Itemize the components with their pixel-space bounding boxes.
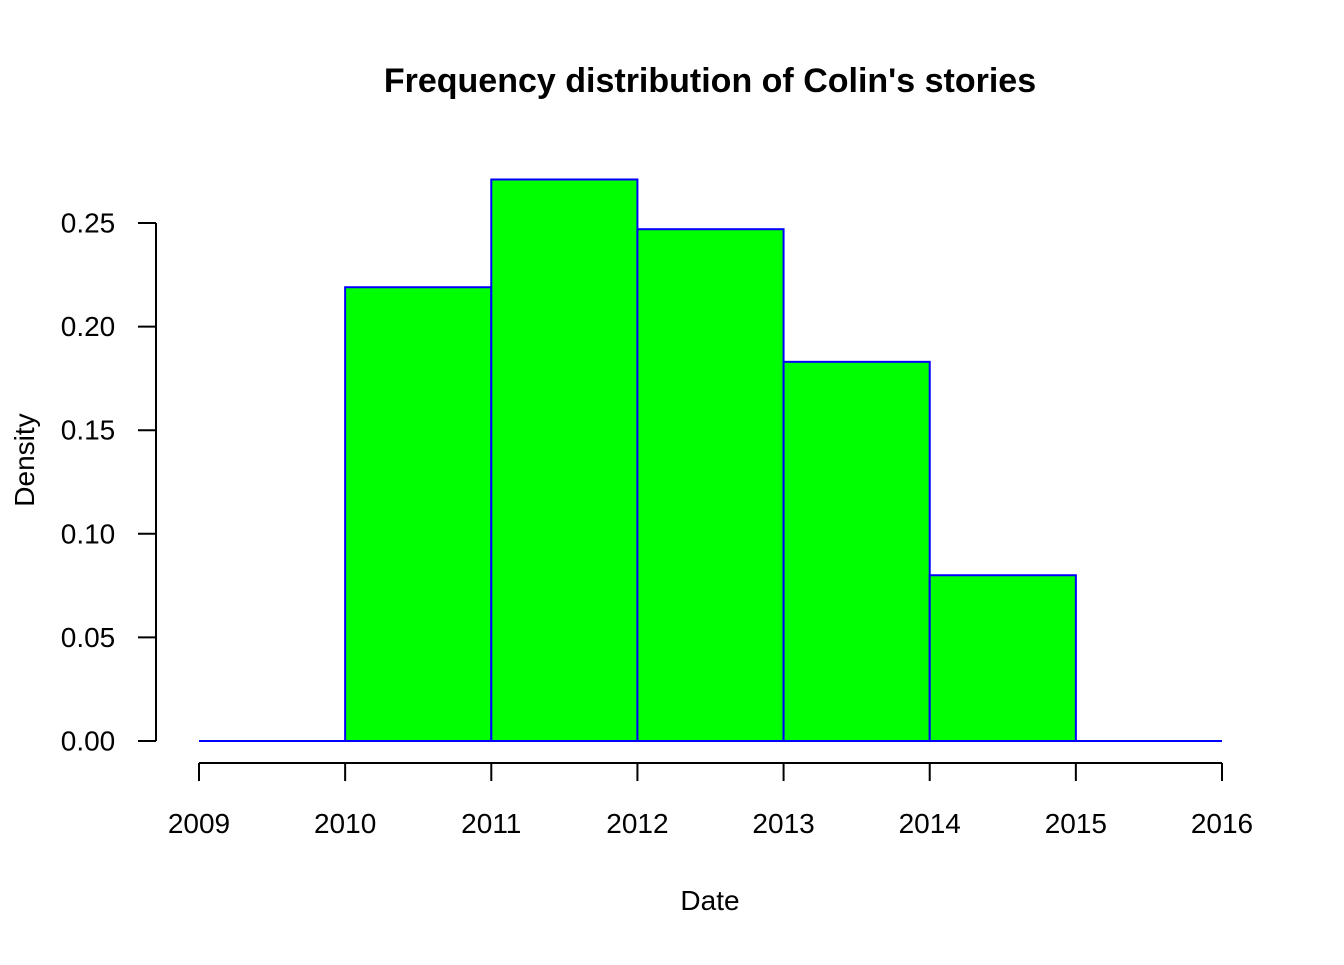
x-axis-label: Date bbox=[680, 885, 739, 916]
y-tick-label-0: 0.00 bbox=[61, 726, 116, 757]
x-tick-label-0: 2009 bbox=[168, 808, 230, 839]
histogram-bar-4 bbox=[782, 360, 931, 742]
chart-title: Frequency distribution of Colin's storie… bbox=[384, 62, 1036, 100]
x-tick-label-4: 2013 bbox=[752, 808, 814, 839]
x-axis: 2009 2010 2011 2012 2013 2014 2015 2016 bbox=[168, 762, 1253, 839]
y-tick-label-1: 0.05 bbox=[61, 622, 116, 653]
y-tick-label-4: 0.20 bbox=[61, 311, 116, 342]
histogram-bar-3 bbox=[636, 228, 785, 742]
x-tick-label-6: 2015 bbox=[1045, 808, 1107, 839]
bars-layer bbox=[199, 178, 1222, 743]
x-tick-label-5: 2014 bbox=[899, 808, 961, 839]
y-axis: 0.00 0.05 0.10 0.15 0.20 0.25 bbox=[61, 208, 157, 757]
histogram-bar-1 bbox=[344, 286, 493, 742]
y-axis-label: Density bbox=[9, 413, 40, 506]
x-tick-label-2: 2011 bbox=[461, 808, 521, 839]
y-tick-label-5: 0.25 bbox=[61, 208, 116, 239]
histogram-bar-5 bbox=[928, 574, 1077, 742]
x-tick-label-1: 2010 bbox=[314, 808, 376, 839]
x-tick-label-3: 2012 bbox=[606, 808, 668, 839]
histogram-bar-2 bbox=[490, 178, 639, 743]
x-tick-label-7: 2016 bbox=[1191, 808, 1253, 839]
y-tick-label-2: 0.10 bbox=[61, 518, 116, 549]
y-tick-label-3: 0.15 bbox=[61, 415, 116, 446]
